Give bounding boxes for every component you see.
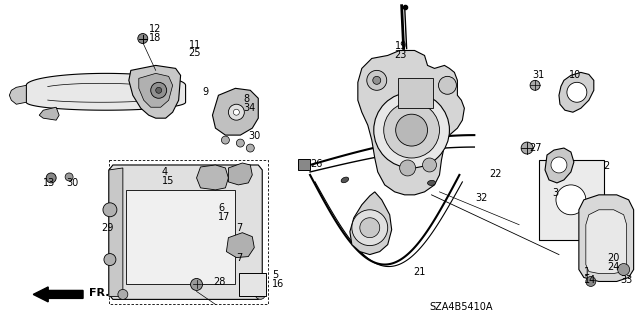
Polygon shape	[10, 85, 26, 104]
FancyBboxPatch shape	[126, 190, 236, 285]
Circle shape	[374, 92, 449, 168]
Circle shape	[530, 80, 540, 90]
Polygon shape	[227, 233, 254, 257]
Text: 23: 23	[395, 50, 407, 61]
FancyBboxPatch shape	[397, 78, 433, 108]
FancyArrow shape	[33, 287, 83, 302]
FancyBboxPatch shape	[298, 159, 310, 170]
Polygon shape	[358, 50, 465, 195]
Text: 6: 6	[218, 203, 225, 213]
Polygon shape	[212, 88, 259, 135]
Text: 30: 30	[248, 131, 260, 141]
Text: 16: 16	[272, 279, 284, 289]
Circle shape	[191, 278, 202, 290]
Circle shape	[422, 158, 436, 172]
Text: 25: 25	[189, 48, 201, 58]
Text: 2: 2	[603, 161, 609, 171]
Text: 11: 11	[189, 40, 201, 49]
Polygon shape	[129, 65, 180, 118]
Text: 20: 20	[608, 253, 620, 263]
Circle shape	[399, 160, 415, 176]
Text: 12: 12	[148, 24, 161, 33]
Text: 10: 10	[569, 70, 581, 80]
Circle shape	[104, 254, 116, 265]
Text: 17: 17	[218, 212, 231, 222]
Circle shape	[255, 289, 265, 300]
Ellipse shape	[341, 177, 349, 183]
Text: 34: 34	[243, 103, 255, 113]
Ellipse shape	[428, 180, 435, 185]
Text: 30: 30	[66, 178, 78, 188]
Text: 27: 27	[529, 143, 541, 153]
Text: 29: 29	[101, 223, 113, 233]
Circle shape	[556, 185, 586, 215]
Circle shape	[103, 203, 117, 217]
Text: 9: 9	[202, 87, 209, 97]
Polygon shape	[579, 195, 634, 281]
Circle shape	[46, 173, 56, 183]
Text: 1: 1	[584, 266, 590, 277]
Circle shape	[246, 144, 254, 152]
Circle shape	[396, 114, 428, 146]
Circle shape	[234, 109, 239, 115]
Polygon shape	[109, 165, 262, 300]
Circle shape	[521, 142, 533, 154]
Circle shape	[551, 157, 567, 173]
Circle shape	[65, 173, 73, 181]
Circle shape	[151, 82, 166, 98]
Circle shape	[156, 87, 162, 93]
FancyBboxPatch shape	[539, 160, 604, 240]
Circle shape	[138, 33, 148, 43]
Circle shape	[228, 104, 244, 120]
Polygon shape	[559, 72, 594, 112]
Text: 31: 31	[532, 70, 545, 80]
Circle shape	[118, 289, 128, 300]
Polygon shape	[39, 107, 59, 120]
Text: 21: 21	[413, 266, 426, 277]
Circle shape	[586, 277, 596, 286]
Circle shape	[367, 70, 387, 90]
Polygon shape	[545, 148, 574, 183]
Polygon shape	[350, 192, 392, 255]
Text: 15: 15	[162, 176, 174, 186]
Text: 13: 13	[44, 178, 56, 188]
Polygon shape	[109, 168, 123, 296]
Text: 7: 7	[236, 223, 243, 233]
Text: 22: 22	[489, 169, 502, 179]
Circle shape	[372, 76, 381, 84]
Polygon shape	[196, 165, 228, 190]
Circle shape	[221, 136, 229, 144]
Text: 19: 19	[395, 41, 407, 51]
Text: 32: 32	[476, 193, 488, 203]
Text: 24: 24	[608, 262, 620, 271]
Text: 18: 18	[148, 33, 161, 42]
Circle shape	[567, 82, 587, 102]
Text: 7: 7	[236, 253, 243, 263]
Text: 4: 4	[162, 167, 168, 177]
Polygon shape	[586, 210, 627, 273]
Text: 33: 33	[621, 276, 633, 286]
Polygon shape	[139, 73, 173, 107]
Polygon shape	[228, 163, 252, 185]
FancyBboxPatch shape	[239, 272, 266, 296]
Circle shape	[384, 102, 440, 158]
Circle shape	[352, 210, 388, 246]
Text: FR.: FR.	[89, 288, 109, 298]
Text: 14: 14	[584, 276, 596, 286]
Text: 28: 28	[214, 278, 226, 287]
Circle shape	[236, 139, 244, 147]
Text: 5: 5	[272, 271, 278, 280]
Polygon shape	[26, 73, 186, 110]
Circle shape	[438, 76, 456, 94]
Text: 8: 8	[243, 94, 250, 104]
Text: 3: 3	[552, 188, 558, 198]
Circle shape	[360, 218, 380, 238]
Circle shape	[618, 263, 630, 276]
Text: 26: 26	[310, 159, 323, 169]
Text: SZA4B5410A: SZA4B5410A	[429, 302, 493, 312]
